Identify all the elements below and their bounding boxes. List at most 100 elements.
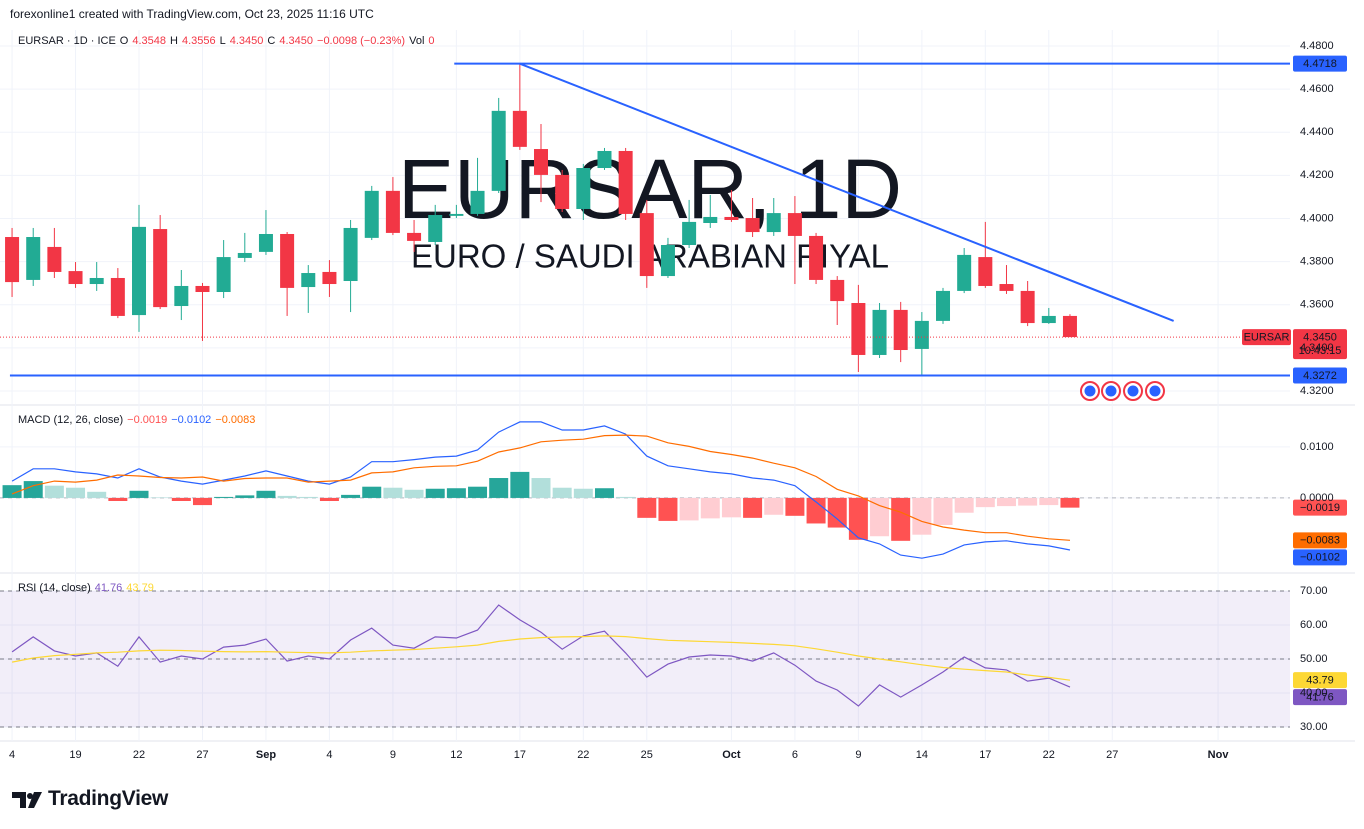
histogram-bar bbox=[319, 497, 339, 501]
histogram-bar bbox=[827, 497, 847, 528]
histogram-bar bbox=[425, 488, 445, 498]
y-tick-label: 4.3200 bbox=[1300, 385, 1334, 397]
x-tick-label: 9 bbox=[390, 749, 396, 761]
histogram-bar bbox=[277, 495, 297, 498]
histogram-bar bbox=[975, 497, 995, 508]
axis-tag bbox=[1293, 367, 1347, 384]
axis-tag-label: 41.76 bbox=[1306, 692, 1334, 704]
histogram-bar bbox=[870, 497, 890, 537]
histogram-bar bbox=[256, 490, 276, 498]
legend-value: −0.0019 bbox=[127, 414, 168, 426]
y-tick-label: 0.0000 bbox=[1300, 492, 1334, 504]
histogram-bar bbox=[87, 491, 107, 498]
candle-body bbox=[893, 309, 908, 351]
histogram-bar bbox=[362, 486, 382, 498]
histogram-bar bbox=[1039, 497, 1059, 506]
candle-body bbox=[132, 226, 147, 316]
price-tag bbox=[1293, 329, 1347, 360]
histogram-bar bbox=[764, 497, 784, 515]
histogram-bar bbox=[933, 497, 953, 525]
histogram-bar bbox=[912, 497, 932, 535]
candle-body bbox=[682, 221, 697, 245]
candle-body bbox=[576, 168, 591, 209]
histogram-bar bbox=[1018, 497, 1038, 506]
x-tick-label: 25 bbox=[641, 749, 653, 761]
y-tick-label: 60.00 bbox=[1300, 619, 1328, 631]
legend-title: MACD (12, 26, close) bbox=[18, 414, 124, 426]
indicator-line bbox=[11, 421, 1071, 559]
legend-key: C bbox=[267, 35, 276, 47]
candle-body bbox=[364, 190, 379, 238]
candle-body bbox=[1062, 315, 1077, 338]
candle-body bbox=[872, 309, 887, 355]
histogram-bar bbox=[700, 497, 720, 519]
axis-tag-label: 4.3272 bbox=[1303, 370, 1337, 382]
candle-body bbox=[639, 213, 654, 277]
macd-legend: MACD (12, 26, close) −0.0019 −0.0102 −0.008… bbox=[18, 414, 255, 426]
histogram-bar bbox=[510, 471, 530, 498]
histogram-bar bbox=[298, 496, 318, 498]
histogram-bar bbox=[44, 485, 64, 498]
candle-body bbox=[174, 285, 189, 307]
x-tick-label: 22 bbox=[577, 749, 589, 761]
axis-tag-label: 43.79 bbox=[1306, 675, 1334, 687]
y-tick-label: 0.0100 bbox=[1300, 441, 1334, 453]
axis-tag-label: 4.4718 bbox=[1303, 58, 1337, 70]
footer-logo: TradingView bbox=[48, 787, 169, 810]
candle-body bbox=[110, 277, 125, 316]
legend-key: O bbox=[119, 35, 129, 47]
candle-body bbox=[809, 235, 824, 280]
legend-value: 0 bbox=[428, 35, 435, 47]
histogram-bar bbox=[1060, 497, 1080, 508]
candle-body bbox=[407, 232, 422, 241]
y-tick-label: 4.4400 bbox=[1300, 126, 1334, 138]
axis-tag bbox=[1293, 672, 1347, 689]
histogram-bar bbox=[23, 481, 43, 498]
histogram-bar bbox=[341, 494, 361, 498]
credit: forexonline1 created with TradingView.co… bbox=[10, 7, 374, 21]
candle-body bbox=[385, 190, 400, 233]
candle-body bbox=[745, 218, 760, 233]
y-tick-label: 4.4800 bbox=[1300, 40, 1334, 52]
axis-tag bbox=[1293, 499, 1347, 516]
x-tick-label: 14 bbox=[916, 749, 928, 761]
x-tick-label: 17 bbox=[979, 749, 991, 761]
histogram-bar bbox=[192, 497, 212, 506]
candle-body bbox=[1041, 315, 1056, 324]
x-tick-label: 4 bbox=[326, 749, 332, 761]
price-legend: EURSAR · 1D · ICE O 4.3548 H 4.3556 L 4.3450 C 4… bbox=[18, 35, 435, 47]
histogram-bar bbox=[679, 497, 699, 521]
x-tick-label: 4 bbox=[9, 749, 15, 761]
legend-symbol: EURSAR · 1D · ICE bbox=[18, 35, 116, 47]
candle-body bbox=[999, 284, 1014, 291]
y-tick-label: 4.3600 bbox=[1300, 299, 1334, 311]
histogram-bar bbox=[721, 497, 741, 518]
histogram-bar bbox=[2, 485, 22, 498]
symbol-tag-label: EURSAR bbox=[1244, 331, 1290, 343]
candle-body bbox=[724, 216, 739, 220]
histogram-bar bbox=[468, 486, 488, 498]
x-tick-label: 27 bbox=[196, 749, 208, 761]
indicator-line bbox=[11, 434, 1071, 541]
price-tag-label: 4.3450 bbox=[1303, 331, 1337, 343]
candle-body bbox=[26, 237, 41, 280]
event-icon-center bbox=[1127, 385, 1139, 397]
tag-layer: 4.4718 4.3272 EURSAR 4.3450 10:43:15 −0.0019 −… bbox=[1080, 55, 1347, 706]
x-tick-label: 17 bbox=[514, 749, 526, 761]
candle-body bbox=[936, 290, 951, 321]
histogram-bar bbox=[489, 478, 509, 498]
histogram-bar bbox=[214, 496, 234, 498]
legend-value: 4.3450 bbox=[279, 35, 314, 47]
x-tick-label: 22 bbox=[1043, 749, 1055, 761]
histogram-bar bbox=[129, 490, 149, 498]
candle-body bbox=[978, 257, 993, 286]
axis-tag-label: −0.0083 bbox=[1300, 535, 1340, 547]
legend-value: 43.79 bbox=[126, 582, 154, 594]
candle-body bbox=[258, 233, 273, 252]
y-tick-label: 50.00 bbox=[1300, 653, 1328, 665]
grid-layer bbox=[0, 30, 1355, 742]
candle-body bbox=[787, 213, 802, 236]
y-tick-label: 4.3800 bbox=[1300, 256, 1334, 268]
